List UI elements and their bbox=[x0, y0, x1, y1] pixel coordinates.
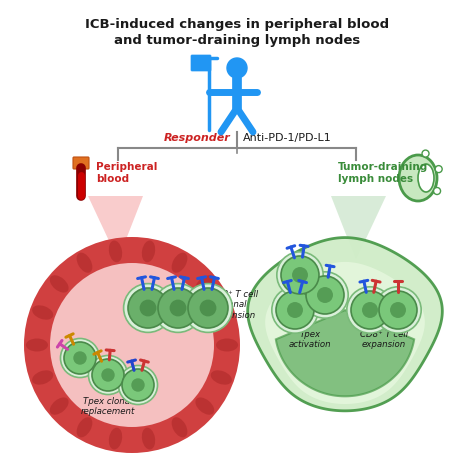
Circle shape bbox=[302, 272, 348, 318]
Text: Responder: Responder bbox=[164, 133, 231, 143]
Polygon shape bbox=[276, 310, 414, 396]
Circle shape bbox=[131, 378, 145, 392]
Circle shape bbox=[375, 287, 421, 333]
Text: Tpex clonal
replacement: Tpex clonal replacement bbox=[81, 397, 135, 416]
Circle shape bbox=[64, 342, 96, 374]
Circle shape bbox=[170, 300, 186, 316]
Ellipse shape bbox=[142, 428, 155, 449]
Circle shape bbox=[292, 267, 308, 283]
Ellipse shape bbox=[77, 253, 92, 273]
Circle shape bbox=[362, 302, 378, 318]
Circle shape bbox=[422, 150, 429, 157]
Ellipse shape bbox=[216, 338, 238, 352]
Text: CD8⁺ T cell
clonal
expansion: CD8⁺ T cell clonal expansion bbox=[210, 290, 258, 320]
Circle shape bbox=[24, 237, 240, 453]
Circle shape bbox=[287, 302, 303, 318]
Ellipse shape bbox=[418, 164, 434, 192]
Circle shape bbox=[272, 287, 318, 333]
Ellipse shape bbox=[195, 397, 214, 415]
Ellipse shape bbox=[211, 305, 232, 320]
Text: Tpex
activation: Tpex activation bbox=[289, 330, 331, 349]
Circle shape bbox=[317, 287, 333, 303]
Ellipse shape bbox=[109, 428, 122, 449]
Ellipse shape bbox=[399, 155, 437, 201]
Ellipse shape bbox=[32, 371, 53, 385]
Text: ICB-induced changes in peripheral blood: ICB-induced changes in peripheral blood bbox=[85, 18, 389, 31]
Circle shape bbox=[183, 284, 232, 332]
Circle shape bbox=[89, 355, 128, 395]
Ellipse shape bbox=[77, 417, 92, 438]
Circle shape bbox=[277, 252, 323, 298]
Circle shape bbox=[347, 287, 393, 333]
Ellipse shape bbox=[50, 397, 69, 415]
Circle shape bbox=[128, 288, 168, 328]
Ellipse shape bbox=[211, 371, 232, 385]
Circle shape bbox=[61, 338, 100, 378]
Circle shape bbox=[50, 263, 214, 427]
Circle shape bbox=[351, 291, 389, 329]
Circle shape bbox=[124, 284, 173, 332]
Ellipse shape bbox=[172, 417, 187, 438]
Text: Tumor-draining
lymph nodes: Tumor-draining lymph nodes bbox=[338, 162, 428, 184]
Polygon shape bbox=[265, 262, 425, 404]
Circle shape bbox=[281, 256, 319, 294]
Circle shape bbox=[379, 291, 417, 329]
Polygon shape bbox=[248, 237, 442, 411]
FancyBboxPatch shape bbox=[73, 157, 89, 169]
Circle shape bbox=[92, 359, 124, 391]
Circle shape bbox=[200, 300, 217, 316]
Text: Anti-PD-1/PD-L1: Anti-PD-1/PD-L1 bbox=[243, 133, 332, 143]
Circle shape bbox=[118, 365, 157, 405]
Text: and tumor-draining lymph nodes: and tumor-draining lymph nodes bbox=[114, 34, 360, 47]
Text: Peripheral
blood: Peripheral blood bbox=[96, 162, 157, 184]
Polygon shape bbox=[331, 196, 386, 260]
Ellipse shape bbox=[109, 241, 122, 262]
Circle shape bbox=[154, 284, 202, 332]
Ellipse shape bbox=[172, 253, 187, 273]
Circle shape bbox=[276, 291, 314, 329]
Circle shape bbox=[188, 288, 228, 328]
FancyBboxPatch shape bbox=[191, 55, 211, 71]
Circle shape bbox=[390, 302, 406, 318]
Circle shape bbox=[101, 368, 115, 382]
Ellipse shape bbox=[142, 241, 155, 262]
Circle shape bbox=[306, 276, 344, 314]
Ellipse shape bbox=[26, 338, 48, 352]
Ellipse shape bbox=[50, 275, 69, 293]
Ellipse shape bbox=[32, 305, 53, 320]
Circle shape bbox=[227, 58, 247, 78]
Text: CD8⁺ T cell
expansion: CD8⁺ T cell expansion bbox=[360, 330, 408, 349]
Ellipse shape bbox=[195, 275, 214, 293]
Polygon shape bbox=[88, 196, 143, 260]
Circle shape bbox=[73, 351, 87, 365]
Circle shape bbox=[140, 300, 156, 316]
Circle shape bbox=[435, 166, 442, 173]
Circle shape bbox=[158, 288, 198, 328]
Circle shape bbox=[122, 369, 154, 401]
Circle shape bbox=[434, 187, 440, 194]
